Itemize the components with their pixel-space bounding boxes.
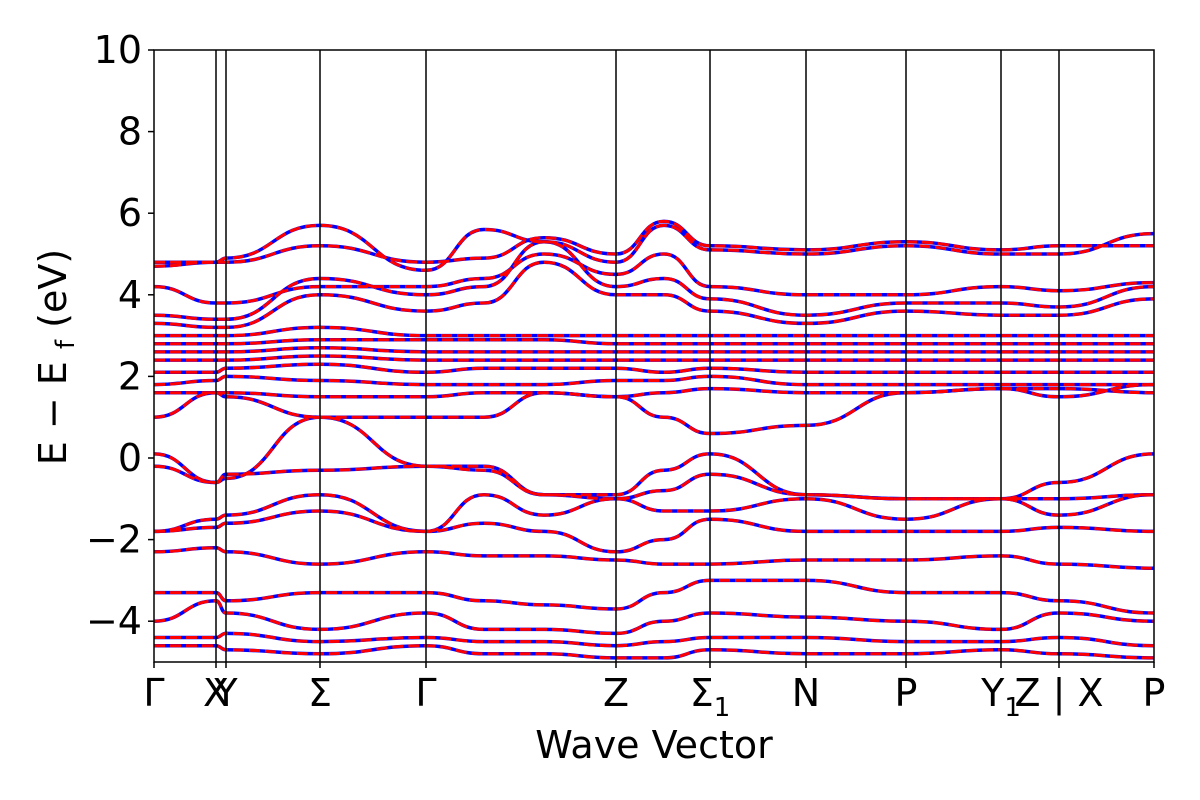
x-tick-label-1: X: [203, 671, 229, 715]
y-tick-label-6: 8: [118, 110, 142, 154]
band-line-s1-b9: [154, 362, 1154, 374]
band-line-s1-b20: [154, 631, 1154, 648]
x-tick-label-2: Y: [213, 671, 238, 715]
x-tick-label-10: Z | X: [1014, 671, 1103, 716]
band-line-s1-b12: [154, 383, 1154, 436]
band-line-s1-b18: [154, 578, 1154, 615]
y-tick-label-2: 0: [118, 436, 142, 480]
plot-frame: [153, 49, 1155, 663]
band-line-s1-b21: [154, 644, 1154, 660]
band-line-s0-b20: [154, 631, 1154, 648]
band-line-s1-b2: [154, 252, 1154, 305]
band-line-s0-b18: [154, 578, 1154, 615]
band-line-s1-b0: [154, 219, 1154, 264]
band-line-s1-b4: [154, 260, 1154, 329]
band-line-s1-b8: [154, 354, 1154, 362]
x-tick-label-5: Z: [603, 671, 629, 715]
x-tick-label-0: Γ: [143, 671, 164, 715]
y-axis-label-main: E − E: [31, 361, 75, 465]
band-line-s1-b7: [154, 346, 1154, 354]
x-tick-label-7: N: [792, 671, 820, 715]
y-axis-label-sub: f: [51, 339, 81, 349]
x-tick-label-4: Γ: [415, 671, 436, 715]
x-tick-label-8: P: [895, 671, 918, 715]
y-axis-label-unit: (eV): [31, 249, 75, 328]
band-line-s1-b5: [154, 325, 1154, 338]
band-line-s1-b6: [154, 338, 1154, 346]
y-tick-label-1: −2: [86, 518, 142, 562]
y-tick-label-5: 6: [118, 191, 142, 235]
y-tick-label-0: −4: [86, 599, 142, 643]
band-line-s1-b10: [154, 374, 1154, 387]
kpoint-separators: [215, 50, 1060, 662]
band-line-s0-b21: [154, 643, 1154, 660]
band-line-s1-b14: [154, 464, 1154, 501]
y-axis-label: E − E f (eV): [31, 249, 83, 465]
x-tick-label-9: Y1: [980, 671, 1021, 723]
band-lines: [154, 219, 1154, 660]
band-line-s1-b3: [154, 240, 1154, 321]
x-tick-label-6: Σ1: [690, 671, 731, 723]
band-line-s1-b16: [154, 509, 1154, 554]
x-axis-label: Wave Vector: [535, 723, 773, 767]
y-tick-label-7: 10: [94, 28, 142, 72]
y-tick-label-4: 4: [118, 273, 142, 317]
band-line-s1-b13: [154, 415, 1154, 501]
x-tick-label-11: P: [1143, 671, 1166, 715]
y-axis-ticks: −4 −2 0 2 4 6 8 10: [86, 28, 154, 643]
band-line-s0-b13: [154, 415, 1154, 501]
x-tick-label-3: Σ: [308, 671, 332, 715]
band-line-s1-b19: [154, 599, 1154, 635]
y-tick-label-3: 2: [118, 354, 142, 398]
